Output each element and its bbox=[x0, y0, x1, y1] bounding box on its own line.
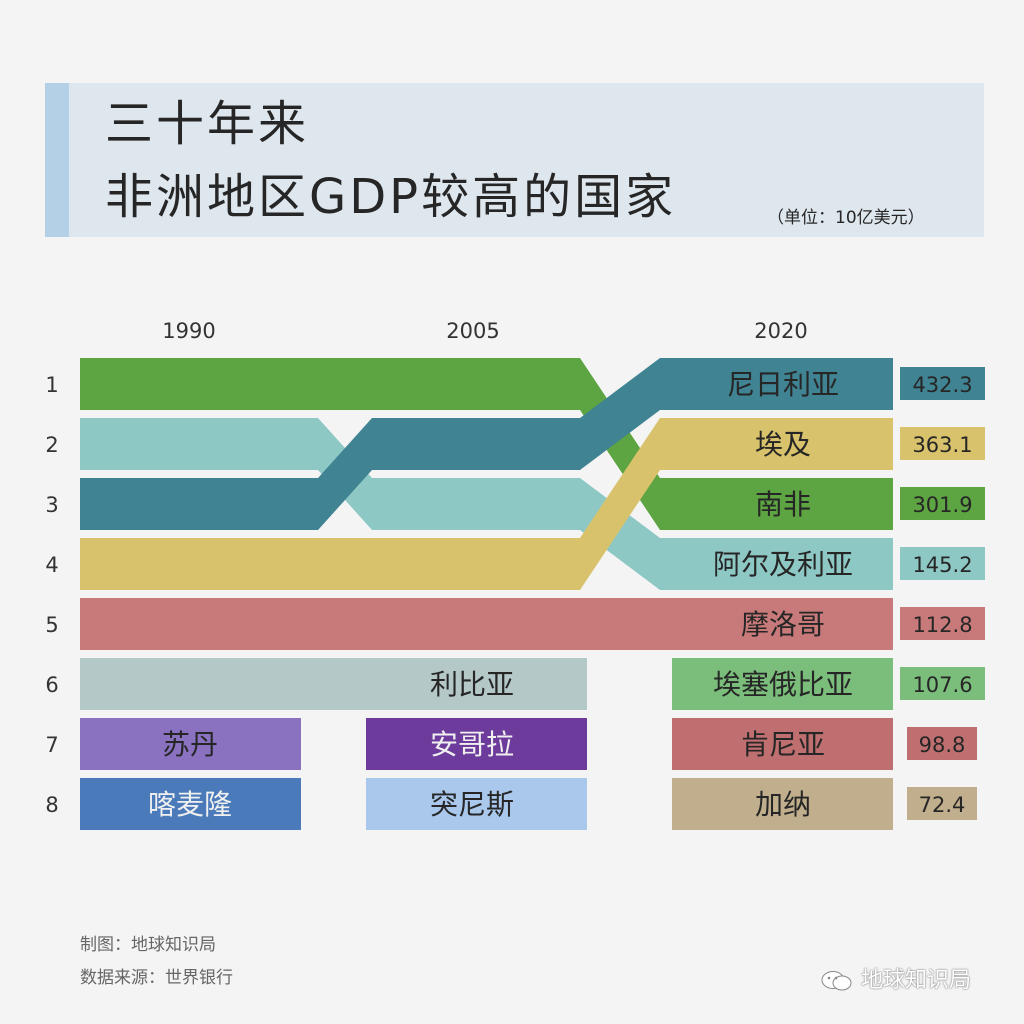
chart-title-line2: 非洲地区GDP较高的国家 bbox=[105, 169, 677, 225]
block-2020-rank-7 bbox=[672, 718, 893, 770]
block-label-rank-8-2005: 突尼斯 bbox=[430, 788, 514, 821]
block-label-rank-8-2020: 加纳 bbox=[755, 788, 811, 821]
watermark-text: 地球知识局 bbox=[861, 968, 972, 993]
value-label-rank-4: 145.2 bbox=[912, 553, 972, 577]
value-box-rank-2 bbox=[900, 427, 985, 460]
block-label-rank-7-1990: 苏丹 bbox=[162, 728, 218, 761]
value-label-rank-3: 301.9 bbox=[912, 493, 972, 517]
value-label-rank-5: 112.8 bbox=[912, 613, 972, 637]
year-label-2005: 2005 bbox=[446, 319, 499, 343]
value-label-rank-1: 432.3 bbox=[912, 373, 972, 397]
rank-label-1: 1 bbox=[45, 373, 58, 397]
label-2020-algeria: 阿尔及利亚 bbox=[713, 548, 853, 581]
value-box-rank-3 bbox=[900, 487, 985, 520]
block-2005-rank-7 bbox=[366, 718, 587, 770]
block-1990-2005-rank-6 bbox=[80, 658, 587, 710]
flow-band-morocco bbox=[80, 598, 893, 650]
rank-label-8: 8 bbox=[45, 793, 58, 817]
block-1990-rank-7 bbox=[80, 718, 301, 770]
credit-text: 制图：地球知识局 bbox=[80, 935, 216, 955]
value-label-rank-7: 98.8 bbox=[919, 733, 966, 757]
rank-label-7: 7 bbox=[45, 733, 58, 757]
value-label-rank-6: 107.6 bbox=[912, 673, 972, 697]
value-box-rank-4 bbox=[900, 547, 985, 580]
value-box-rank-1 bbox=[900, 367, 985, 400]
block-label-rank-7-2005: 安哥拉 bbox=[430, 728, 514, 761]
label-2020-nigeria: 南非 bbox=[755, 488, 811, 521]
label-2020-morocco: 摩洛哥 bbox=[741, 608, 825, 641]
flow-band-nigeria bbox=[80, 358, 893, 530]
rank-label-3: 3 bbox=[45, 493, 58, 517]
unit-label: （单位：10亿美元） bbox=[767, 208, 925, 228]
flow-band-algeria bbox=[80, 418, 893, 590]
rank-label-6: 6 bbox=[45, 673, 58, 697]
title-accent-bar bbox=[45, 83, 69, 237]
watermark: 地球知识局 bbox=[820, 962, 971, 994]
block-1990-rank-8 bbox=[80, 778, 301, 830]
block-label-rank-6-2020: 埃塞俄比亚 bbox=[713, 668, 853, 701]
rank-label-4: 4 bbox=[45, 553, 58, 577]
rank-label-5: 5 bbox=[45, 613, 58, 637]
value-box-rank-6 bbox=[900, 667, 985, 700]
block-label-rank-7-2020: 肯尼亚 bbox=[741, 728, 825, 761]
value-label-rank-2: 363.1 bbox=[912, 433, 972, 457]
wechat-icon bbox=[821, 971, 852, 991]
label-2020-south_africa: 尼日利亚 bbox=[727, 368, 839, 401]
block-2020-rank-8 bbox=[672, 778, 893, 830]
label-2020-egypt: 埃及 bbox=[755, 428, 811, 461]
year-label-1990: 1990 bbox=[162, 319, 215, 343]
value-box-rank-8 bbox=[907, 787, 977, 820]
value-box-rank-7 bbox=[907, 727, 977, 760]
value-label-rank-8: 72.4 bbox=[919, 793, 966, 817]
title-block: 三十年来 非洲地区GDP较高的国家 （单位：10亿美元） bbox=[45, 83, 984, 237]
value-box-rank-5 bbox=[900, 607, 985, 640]
year-label-2020: 2020 bbox=[754, 319, 807, 343]
block-label-rank-6-1990-2005: 利比亚 bbox=[430, 668, 514, 701]
rank-label-2: 2 bbox=[45, 433, 58, 457]
flow-band-egypt bbox=[80, 418, 893, 590]
block-2020-rank-6 bbox=[672, 658, 893, 710]
source-text: 数据来源：世界银行 bbox=[80, 968, 233, 988]
chart-title-line1: 三十年来 bbox=[105, 96, 310, 152]
block-2005-rank-8 bbox=[366, 778, 587, 830]
flow-band-south_africa bbox=[80, 358, 893, 530]
block-label-rank-8-1990: 喀麦隆 bbox=[148, 788, 232, 821]
